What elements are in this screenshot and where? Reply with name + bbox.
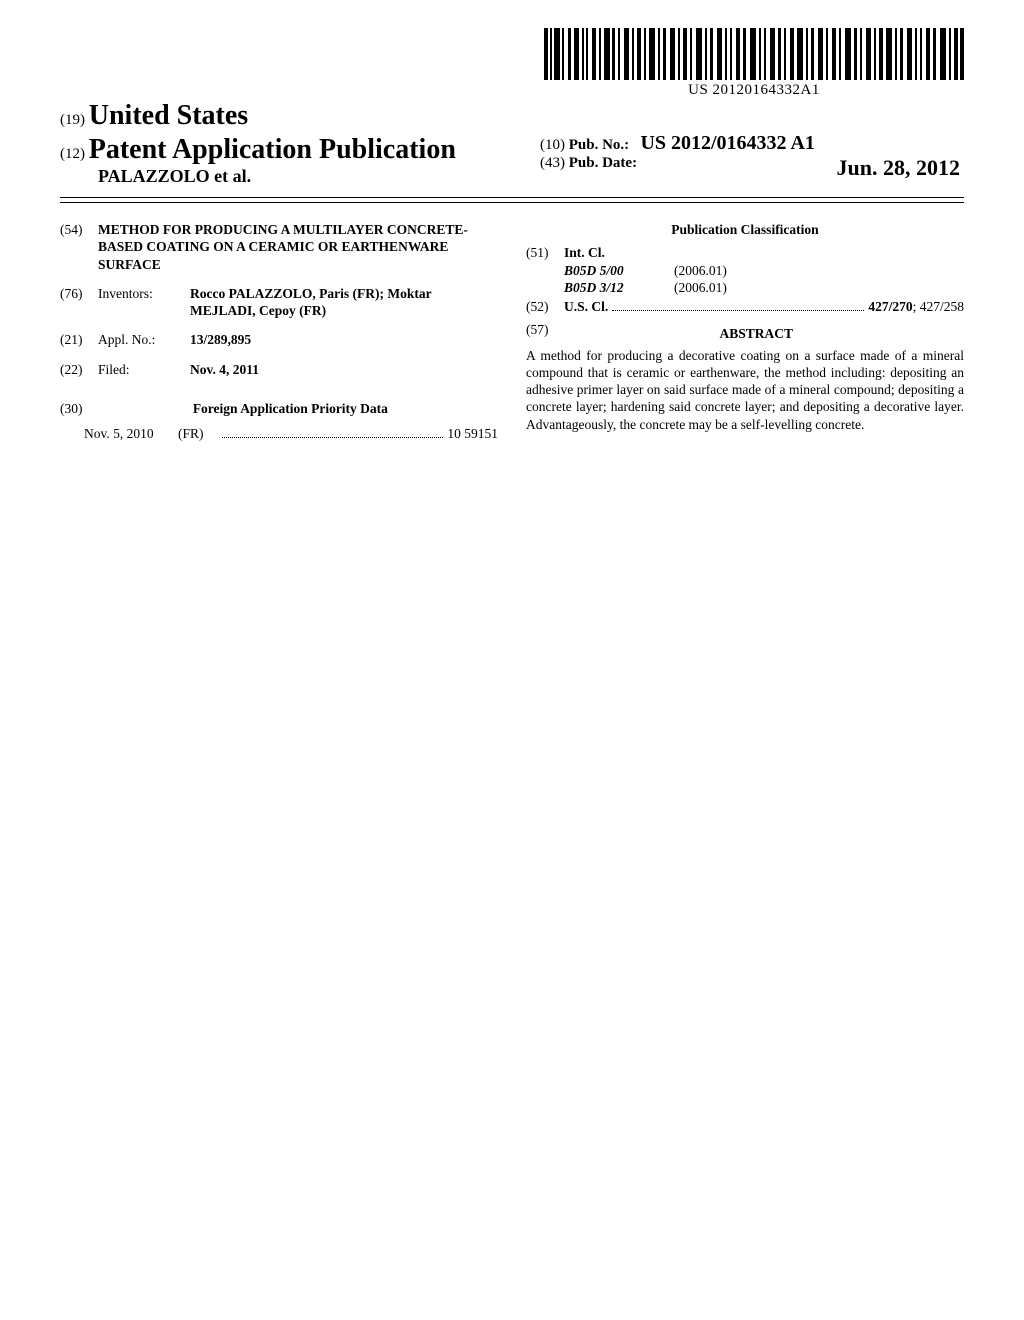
priority-country: (FR) bbox=[178, 425, 218, 442]
pub-date: Jun. 28, 2012 bbox=[837, 155, 960, 181]
dotted-leader bbox=[222, 437, 443, 438]
ipc-row: B05D 3/12 (2006.01) bbox=[564, 279, 964, 296]
priority-row: Nov. 5, 2010 (FR) 10 59151 bbox=[84, 425, 498, 442]
code-21: (21) bbox=[60, 331, 98, 348]
code-12: (12) bbox=[60, 146, 85, 162]
code-19: (19) bbox=[60, 112, 85, 128]
ipc-version: (2006.01) bbox=[674, 279, 727, 296]
appl-no-label: Appl. No.: bbox=[98, 331, 190, 348]
int-cl-label: Int. Cl. bbox=[564, 244, 964, 261]
code-52: (52) bbox=[526, 298, 564, 315]
filed-label: Filed: bbox=[98, 361, 190, 378]
pub-classification-heading: Publication Classification bbox=[526, 221, 964, 238]
barcode-block: US 20120164332A1 bbox=[544, 28, 964, 99]
country-name: United States bbox=[89, 100, 248, 131]
code-10: (10) bbox=[540, 137, 565, 153]
priority-number: 10 59151 bbox=[447, 425, 498, 442]
invention-title: METHOD FOR PRODUCING A MULTILAYER CONCRE… bbox=[98, 221, 498, 273]
ipc-version: (2006.01) bbox=[674, 262, 727, 279]
pub-number: US 2012/0164332 A1 bbox=[640, 132, 814, 154]
us-cl-secondary: ; 427/258 bbox=[913, 298, 964, 315]
abstract-heading: ABSTRACT bbox=[549, 325, 965, 342]
us-cl-primary: 427/270 bbox=[868, 298, 912, 315]
left-column: (54) METHOD FOR PRODUCING A MULTILAYER C… bbox=[60, 221, 498, 442]
pub-app-pub: Patent Application Publication bbox=[89, 134, 456, 165]
appl-no: 13/289,895 bbox=[190, 331, 498, 348]
rule-thin bbox=[60, 202, 964, 203]
code-30: (30) bbox=[60, 400, 98, 417]
barcode-icon bbox=[544, 28, 964, 80]
code-76: (76) bbox=[60, 285, 98, 320]
code-57: (57) bbox=[526, 321, 549, 346]
inventors-label: Inventors: bbox=[98, 285, 190, 320]
code-54: (54) bbox=[60, 221, 98, 273]
code-51: (51) bbox=[526, 244, 564, 296]
foreign-priority-heading: Foreign Application Priority Data bbox=[101, 400, 479, 417]
code-43: (43) bbox=[540, 155, 565, 171]
priority-date: Nov. 5, 2010 bbox=[84, 425, 178, 442]
barcode-text: US 20120164332A1 bbox=[544, 82, 964, 99]
header-right: (10) Pub. No.: US 2012/0164332 A1 (43) P… bbox=[540, 132, 960, 181]
ipc-row: B05D 5/00 (2006.01) bbox=[564, 262, 964, 279]
rule-thick bbox=[60, 197, 964, 198]
abstract-text: A method for producing a decorative coat… bbox=[526, 347, 964, 433]
ipc-code: B05D 5/00 bbox=[564, 262, 674, 279]
pubdate-label: Pub. Date: bbox=[569, 155, 637, 171]
right-column: Publication Classification (51) Int. Cl.… bbox=[526, 221, 964, 442]
filed-date: Nov. 4, 2011 bbox=[190, 361, 498, 378]
ipc-code: B05D 3/12 bbox=[564, 279, 674, 296]
dotted-leader bbox=[612, 310, 864, 311]
pubno-label: Pub. No.: bbox=[569, 137, 629, 153]
us-cl-label: U.S. Cl. bbox=[564, 298, 608, 315]
code-22: (22) bbox=[60, 361, 98, 378]
inventors-names: Rocco PALAZZOLO, Paris (FR); Moktar MEJL… bbox=[190, 285, 498, 320]
